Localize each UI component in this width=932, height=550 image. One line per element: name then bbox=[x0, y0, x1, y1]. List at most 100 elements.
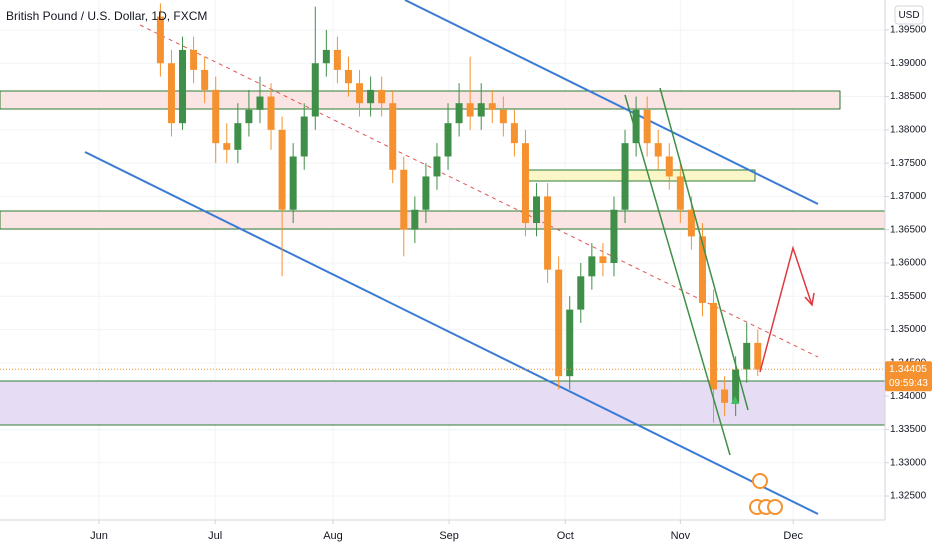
candle-body bbox=[400, 169, 408, 230]
candle-body bbox=[433, 156, 441, 177]
candle-body bbox=[687, 209, 695, 237]
x-tick-label: Jun bbox=[90, 530, 108, 542]
x-tick-label: Jul bbox=[208, 530, 222, 542]
y-tick-label: 1.32500 bbox=[890, 491, 927, 502]
resistance-zone bbox=[0, 210, 886, 230]
y-tick-label: 1.36000 bbox=[890, 258, 927, 269]
candle-body bbox=[322, 49, 330, 64]
y-tick-label: 1.35500 bbox=[890, 291, 927, 302]
candle-body bbox=[422, 176, 430, 210]
price-tag bbox=[885, 361, 932, 392]
candle-body bbox=[698, 236, 706, 303]
candle-body bbox=[278, 129, 286, 210]
candle-body bbox=[300, 116, 308, 157]
event-icons bbox=[749, 473, 783, 515]
candles bbox=[0, 3, 885, 423]
candle-body bbox=[356, 83, 364, 104]
resistance-zone bbox=[0, 90, 841, 110]
candle-body bbox=[555, 269, 563, 377]
candle-body bbox=[455, 103, 463, 124]
candle-body bbox=[521, 143, 529, 224]
y-tick-label: 1.38500 bbox=[890, 91, 927, 102]
candle-body bbox=[499, 109, 507, 124]
y-tick-label: 1.33500 bbox=[890, 424, 927, 435]
currency-button[interactable] bbox=[894, 5, 924, 25]
y-tick-label: 1.33000 bbox=[890, 457, 927, 468]
candle-body bbox=[167, 63, 175, 124]
candle-body bbox=[289, 156, 297, 210]
candle-body bbox=[566, 309, 574, 377]
y-tick-label: 1.37500 bbox=[890, 158, 927, 169]
channel-line bbox=[404, 0, 819, 205]
candle-body bbox=[599, 256, 607, 263]
candle-body bbox=[378, 89, 386, 104]
dashed-trendline bbox=[139, 24, 819, 358]
candle-body bbox=[466, 103, 474, 117]
x-tick-label: Dec bbox=[783, 530, 803, 542]
x-tick-label: Oct bbox=[557, 530, 574, 542]
candle-body bbox=[610, 209, 618, 263]
candle-body bbox=[577, 276, 585, 310]
event-icon bbox=[767, 499, 783, 515]
candle-body bbox=[654, 143, 662, 157]
candle-body bbox=[632, 109, 640, 144]
candle-body bbox=[444, 123, 452, 157]
wedge-line bbox=[659, 87, 749, 411]
candle-body bbox=[256, 96, 264, 110]
channel-line bbox=[84, 151, 819, 515]
candle-body bbox=[344, 69, 352, 84]
candle-body bbox=[621, 143, 629, 210]
axes: 1.325001.330001.335001.340001.345001.350… bbox=[90, 25, 932, 542]
candle-body bbox=[488, 103, 496, 110]
candle-body bbox=[156, 16, 164, 64]
y-tick-label: 1.39500 bbox=[890, 25, 927, 36]
candle-body bbox=[311, 63, 319, 117]
arrow-head bbox=[804, 292, 815, 307]
candle-body bbox=[676, 176, 684, 210]
y-tick-label: 1.35000 bbox=[890, 324, 927, 335]
candle-body bbox=[544, 196, 552, 270]
candle-body bbox=[588, 256, 596, 277]
event-icon bbox=[752, 473, 768, 489]
candle-body bbox=[179, 49, 187, 124]
currency-label[interactable]: USD bbox=[898, 10, 919, 21]
candle-body bbox=[732, 369, 740, 403]
candle-body bbox=[754, 342, 762, 370]
wedge-line bbox=[624, 94, 731, 456]
candle-body bbox=[212, 89, 220, 144]
candle-body bbox=[190, 49, 198, 70]
chart-title: British Pound / U.S. Dollar, 1D, FXCM bbox=[6, 9, 207, 23]
candle-body bbox=[510, 123, 518, 144]
candle-body bbox=[721, 389, 729, 403]
candle-body bbox=[367, 89, 375, 104]
candle-body bbox=[234, 123, 242, 150]
countdown-label: 09:59:43 bbox=[889, 378, 928, 389]
x-tick-label: Nov bbox=[671, 530, 691, 542]
y-tick-label: 1.38000 bbox=[890, 124, 927, 135]
price-tag-label: 1.34405 bbox=[889, 363, 927, 375]
candle-body bbox=[333, 49, 341, 70]
candle-body bbox=[665, 156, 673, 177]
x-tick-label: Sep bbox=[439, 530, 459, 542]
candle-body bbox=[743, 342, 751, 370]
candle-body bbox=[477, 103, 485, 117]
candle-body bbox=[411, 209, 419, 230]
candle-body bbox=[533, 196, 541, 224]
y-tick-label: 1.36500 bbox=[890, 224, 927, 235]
support-zone bbox=[0, 381, 885, 425]
candle-body bbox=[389, 103, 397, 170]
candle-body bbox=[245, 109, 253, 124]
candle-body bbox=[267, 96, 275, 130]
y-tick-label: 1.37000 bbox=[890, 191, 927, 202]
projection-arrow bbox=[759, 245, 813, 373]
candle-body bbox=[710, 302, 718, 390]
candle-body bbox=[201, 69, 209, 90]
y-tick-label: 1.39000 bbox=[890, 58, 927, 69]
x-tick-label: Aug bbox=[323, 530, 343, 542]
signal-triangle bbox=[731, 396, 739, 404]
candle-body bbox=[643, 109, 651, 144]
candle-body bbox=[223, 143, 231, 150]
y-tick-label: 1.34000 bbox=[890, 391, 927, 402]
